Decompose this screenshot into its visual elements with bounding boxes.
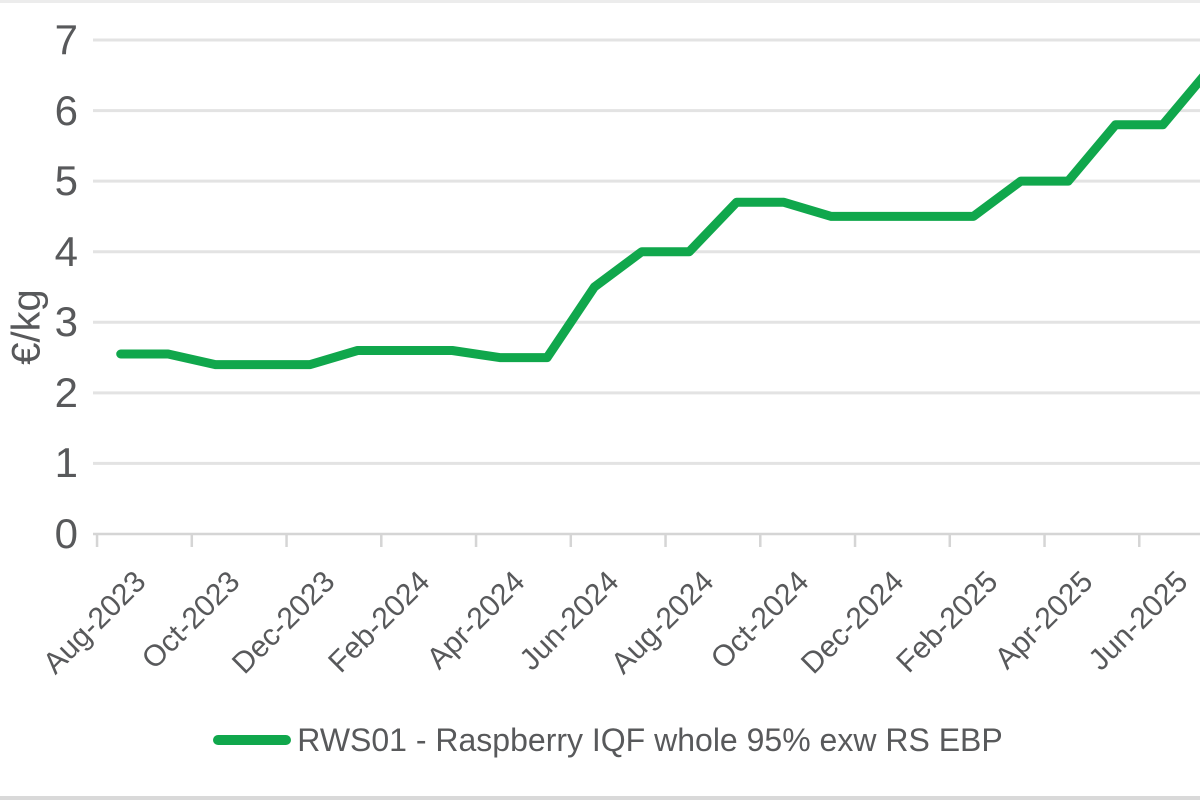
- legend: RWS01 - Raspberry IQF whole 95% exw RS E…: [0, 717, 1200, 763]
- y-axis-tick-label: 6: [54, 86, 78, 134]
- top-border-line: [0, 0, 1200, 3]
- y-axis-tick-label: 5: [54, 157, 78, 205]
- y-axis-tick-label: 0: [54, 510, 78, 557]
- y-axis-tick-label: 2: [54, 368, 78, 416]
- legend-line-swatch: [213, 735, 292, 745]
- y-axis-tick-label: 3: [54, 298, 78, 346]
- price-line-series: [116, 73, 1200, 370]
- y-axis-tick-label: 1: [54, 439, 78, 487]
- y-axis-tick-label: 4: [54, 227, 78, 275]
- y-axis-tick-label: 7: [54, 16, 78, 63]
- legend-label: RWS01 - Raspberry IQF whole 95% exw RS E…: [297, 721, 1003, 758]
- bottom-border-line: [0, 796, 1200, 800]
